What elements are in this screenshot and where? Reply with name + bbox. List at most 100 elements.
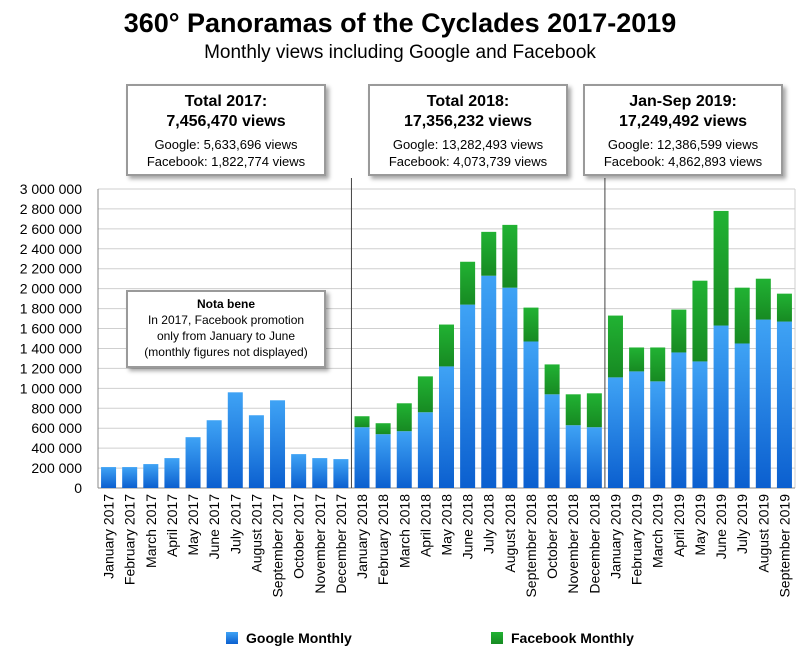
legend-google: Google Monthly bbox=[226, 630, 352, 646]
y-tick-label: 1 600 000 bbox=[20, 321, 82, 337]
bar-google bbox=[565, 425, 581, 488]
y-tick-label: 600 000 bbox=[31, 420, 82, 436]
total-box-google: Google: 12,386,599 views bbox=[607, 137, 759, 152]
nota-bene-box: Nota bene In 2017, Facebook promotion on… bbox=[126, 290, 326, 368]
y-tick-label: 1 000 000 bbox=[20, 380, 82, 396]
x-tick-label: January 2018 bbox=[354, 494, 370, 579]
bar-google bbox=[122, 467, 138, 488]
y-tick-label: 2 600 000 bbox=[20, 221, 82, 237]
y-tick-label: 400 000 bbox=[31, 440, 82, 456]
bar-google bbox=[734, 343, 750, 488]
total-box-heading: Total 2017: bbox=[184, 93, 268, 110]
bar-google bbox=[227, 392, 243, 488]
x-tick-label: March 2017 bbox=[143, 494, 159, 568]
bar-google bbox=[692, 361, 708, 488]
bar-facebook bbox=[502, 224, 518, 288]
legend-google-swatch bbox=[226, 632, 238, 644]
x-tick-label: November 2017 bbox=[312, 494, 328, 594]
bar-facebook bbox=[523, 307, 539, 342]
x-tick-label: October 2018 bbox=[544, 494, 560, 579]
y-tick-label: 200 000 bbox=[31, 460, 82, 476]
bar-facebook bbox=[354, 416, 370, 428]
y-tick-label: 3 000 000 bbox=[20, 181, 82, 197]
x-tick-label: April 2017 bbox=[164, 494, 180, 557]
bar-google bbox=[333, 459, 349, 488]
total-box-views: 17,356,232 views bbox=[403, 113, 533, 130]
x-tick-label: July 2017 bbox=[227, 494, 243, 554]
bar-facebook bbox=[417, 376, 433, 413]
bar-google bbox=[671, 352, 687, 488]
bar-google bbox=[481, 275, 497, 488]
x-tick-label: February 2019 bbox=[629, 494, 645, 585]
bar-facebook bbox=[607, 315, 623, 378]
bar-facebook bbox=[460, 261, 476, 305]
bar-google bbox=[248, 415, 264, 488]
bar-facebook bbox=[671, 309, 687, 353]
bar-facebook bbox=[481, 231, 497, 276]
total-box-google: Google: 5,633,696 views bbox=[154, 137, 298, 152]
y-tick-label: 2 400 000 bbox=[20, 241, 82, 257]
bar-google bbox=[755, 319, 771, 488]
bar-google bbox=[270, 400, 286, 488]
bar-facebook bbox=[439, 324, 454, 367]
total-box-views: 17,249,492 views bbox=[618, 113, 748, 130]
total-box-facebook: Facebook: 4,073,739 views bbox=[388, 154, 548, 169]
x-axis: January 2017 February 2017 March 2017 April… bbox=[101, 494, 793, 598]
bar-facebook bbox=[776, 293, 792, 322]
bar-google bbox=[776, 321, 792, 488]
year-separators bbox=[350, 178, 606, 488]
bar-facebook bbox=[692, 280, 708, 362]
bar-google bbox=[607, 377, 623, 488]
x-tick-label: February 2018 bbox=[375, 494, 391, 585]
bar-google bbox=[101, 467, 117, 488]
y-axis: 0 200 000 400 000 600 000 800 000 1 000 000 1 … bbox=[20, 181, 796, 496]
bar-google bbox=[206, 420, 222, 488]
x-tick-label: June 2018 bbox=[460, 494, 476, 560]
total-box-facebook: Facebook: 4,862,893 views bbox=[603, 154, 763, 169]
x-tick-label: June 2017 bbox=[206, 494, 222, 560]
bar-facebook bbox=[629, 347, 645, 372]
x-tick-label: August 2017 bbox=[248, 494, 264, 573]
total-box-2018: Total 2018: 17,356,232 views Google: 13,… bbox=[368, 84, 568, 176]
bar-google bbox=[713, 325, 729, 488]
x-tick-label: September 2018 bbox=[523, 494, 539, 598]
x-tick-label: August 2019 bbox=[755, 494, 771, 573]
bar-google bbox=[439, 366, 454, 488]
bar-google bbox=[502, 287, 518, 488]
x-tick-label: May 2019 bbox=[692, 494, 708, 556]
bar-google bbox=[396, 431, 412, 488]
x-tick-label: January 2019 bbox=[607, 494, 623, 579]
bar-facebook bbox=[755, 278, 771, 320]
x-tick-label: March 2018 bbox=[396, 494, 412, 568]
legend-facebook-label: Facebook Monthly bbox=[511, 630, 634, 646]
bar-google bbox=[523, 341, 539, 488]
bar-facebook bbox=[650, 347, 666, 382]
bar-google bbox=[375, 434, 391, 488]
y-tick-label: 1 200 000 bbox=[20, 360, 82, 376]
bar-google bbox=[312, 458, 328, 488]
bar-google bbox=[629, 371, 645, 488]
x-tick-label: April 2019 bbox=[671, 494, 687, 557]
bar-google bbox=[586, 427, 602, 488]
x-tick-label: February 2017 bbox=[122, 494, 138, 585]
x-tick-label: August 2018 bbox=[502, 494, 518, 573]
x-tick-label: December 2018 bbox=[586, 494, 602, 594]
legend-google-label: Google Monthly bbox=[246, 630, 352, 646]
y-tick-label: 2 000 000 bbox=[20, 281, 82, 297]
total-box-2019: Jan-Sep 2019: 17,249,492 views Google: 1… bbox=[583, 84, 783, 176]
nota-heading: Nota bene bbox=[196, 297, 255, 311]
x-tick-label: December 2017 bbox=[333, 494, 349, 594]
x-tick-label: September 2017 bbox=[270, 494, 286, 598]
bar-facebook bbox=[565, 394, 581, 426]
x-tick-label: November 2018 bbox=[565, 494, 581, 594]
x-tick-label: May 2017 bbox=[185, 494, 201, 556]
chart-subtitle: Monthly views including Google and Faceb… bbox=[204, 42, 596, 63]
bar-facebook bbox=[586, 393, 602, 428]
x-tick-label: September 2019 bbox=[776, 494, 792, 598]
y-tick-label: 1 800 000 bbox=[20, 301, 82, 317]
bar-facebook bbox=[544, 364, 560, 395]
bar-google bbox=[291, 454, 307, 488]
x-tick-label: October 2017 bbox=[291, 494, 307, 579]
y-tick-label: 800 000 bbox=[31, 400, 82, 416]
